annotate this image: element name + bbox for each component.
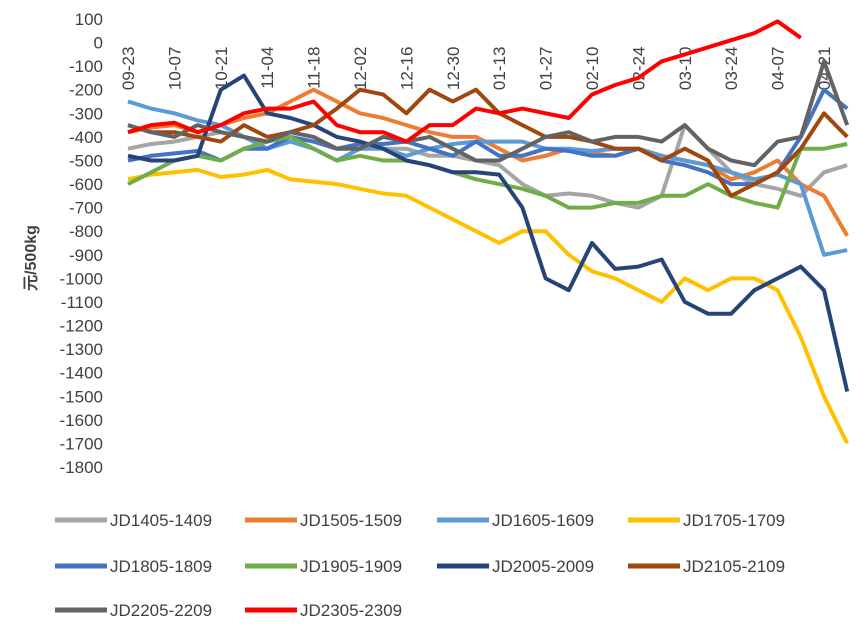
- series-line: [127, 123, 848, 210]
- y-tick-label: -1700: [60, 434, 103, 453]
- x-tick-label: 10-07: [165, 47, 184, 90]
- x-tick-label: 04-07: [769, 47, 788, 90]
- y-tick-label: -900: [69, 246, 103, 265]
- legend-label: JD2305-2309: [300, 601, 402, 620]
- x-tick-label: 12-02: [351, 47, 370, 90]
- series-line: [127, 167, 849, 445]
- y-tick-label: -1400: [60, 364, 103, 383]
- y-tick-label: -300: [69, 104, 103, 123]
- x-tick-label: 12-30: [444, 47, 463, 90]
- x-tick-label: 12-16: [397, 47, 416, 90]
- legend-label: JD1505-1509: [300, 511, 402, 530]
- legend-label: JD2205-2209: [110, 601, 212, 620]
- y-tick-label: -700: [69, 199, 103, 218]
- y-tick-label: -500: [69, 151, 103, 170]
- series-line: [127, 19, 802, 144]
- series-line: [127, 59, 850, 168]
- series-line: [127, 73, 850, 392]
- x-tick-label: 01-13: [490, 47, 509, 90]
- y-tick-label: -1600: [60, 411, 103, 430]
- legend-label: JD1905-1909: [300, 557, 402, 576]
- y-tick-label: -1000: [60, 269, 103, 288]
- y-tick-label: -600: [69, 175, 103, 194]
- legend-label: JD1405-1409: [110, 511, 212, 530]
- x-tick-label: 01-27: [537, 47, 556, 90]
- legend-label: JD2005-2009: [492, 557, 594, 576]
- x-tick-label: 10-21: [212, 47, 231, 90]
- legend-label: JD1705-1709: [683, 511, 785, 530]
- y-tick-label: -1200: [60, 317, 103, 336]
- x-tick-label: 11-04: [258, 47, 277, 89]
- y-tick-label: -200: [69, 81, 103, 100]
- y-tick-label: -400: [69, 128, 103, 147]
- series-line: [127, 87, 849, 198]
- x-tick-label: 02-24: [629, 47, 648, 90]
- series-line: [127, 134, 848, 210]
- x-tick-label: 09-23: [119, 47, 138, 90]
- y-tick-label: -1300: [60, 340, 103, 359]
- y-tick-label: -1100: [61, 293, 103, 312]
- y-tick-label: 0: [94, 34, 103, 53]
- x-tick-label: 11-18: [305, 47, 324, 89]
- legend-label: JD2105-2109: [683, 557, 785, 576]
- legend-label: JD1605-1609: [492, 511, 594, 530]
- y-tick-label: -1800: [60, 458, 103, 477]
- y-tick-label: -800: [69, 222, 103, 241]
- x-tick-label: 03-24: [722, 47, 741, 90]
- y-tick-label: 100: [75, 10, 103, 29]
- x-tick-label: 02-10: [583, 47, 602, 90]
- y-tick-label: -100: [69, 57, 103, 76]
- legend-label: JD1805-1809: [110, 557, 212, 576]
- y-axis-title: 元/500kg: [23, 225, 40, 291]
- y-tick-label: -1500: [60, 387, 103, 406]
